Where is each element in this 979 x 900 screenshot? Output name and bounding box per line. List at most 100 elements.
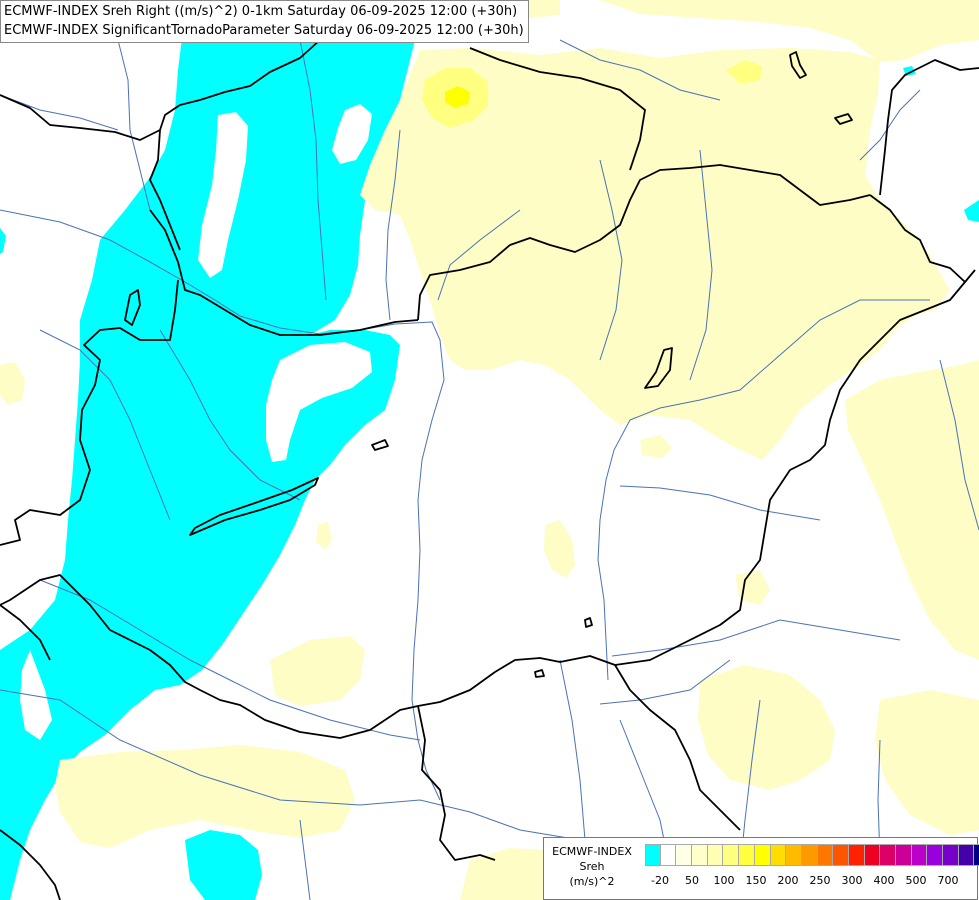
river-hron (385, 129, 401, 321)
yellow-region-north (360, 48, 950, 460)
river-sajo (599, 159, 623, 361)
yellow-region-south (55, 745, 355, 848)
border-enclave (644, 347, 673, 389)
river-oder (559, 39, 721, 101)
white-hole-3 (266, 342, 372, 462)
white-hole-1 (198, 112, 248, 278)
yellow-region-ne-corner (600, 0, 979, 62)
legend-swatch-5 (723, 844, 740, 866)
river-timis (599, 659, 731, 705)
river-hernad (689, 149, 713, 381)
border-lake-balaton (189, 477, 319, 536)
legend-swatch-8 (770, 844, 787, 866)
border-poland-slovakia (469, 47, 646, 171)
legend-tick-label: 500 (905, 874, 927, 887)
yellow-region-east (845, 360, 979, 660)
legend-swatch-18 (927, 844, 944, 866)
yellow-patch-6 (520, 0, 560, 18)
yellow-mid-blob-2 (726, 60, 762, 84)
border-small-1 (584, 617, 593, 628)
legend-swatch-14 (864, 844, 881, 866)
legend-tick-label: 200 (777, 874, 799, 887)
border-czechia-slovakia (149, 129, 181, 251)
river-vltava (0, 94, 119, 131)
border-croatia-serbia (417, 705, 496, 861)
legend-swatch-19 (943, 844, 959, 866)
legend-swatch-12 (833, 844, 849, 866)
yellow-patch-5 (735, 570, 770, 605)
border-croatia-bosnia (0, 829, 61, 900)
color-legend: ECMWF-INDEX Sreh (m/s)^2 -20 50 100 150 200 2… (543, 837, 979, 900)
header-line-2: ECMWF-INDEX SignificantTornadoParameter … (4, 23, 524, 38)
border-island-2 (789, 51, 807, 79)
legend-tick-label: 50 (685, 874, 699, 887)
cyan-patch-west (0, 228, 6, 254)
yellow-patch-1 (544, 520, 575, 578)
yellow-region-mid-south (270, 636, 365, 706)
yellow-region-east-bottom (875, 690, 979, 835)
legend-swatch-6 (739, 844, 755, 866)
white-hole-2 (332, 104, 372, 164)
legend-tick-label: 700 (937, 874, 959, 887)
legend-tick-label: 150 (745, 874, 767, 887)
river-prut (939, 359, 979, 531)
cyan-region-south (185, 830, 262, 900)
yellow-bright-blob (445, 86, 470, 108)
legend-swatch-13 (848, 844, 865, 866)
border-island-3 (834, 113, 853, 125)
yellow-region-southeast (698, 665, 835, 790)
river-koros (619, 485, 821, 521)
river-raba (159, 329, 301, 501)
river-bosna (299, 819, 311, 900)
river-maros (611, 619, 901, 657)
legend-title-line-1: ECMWF-INDEX (552, 845, 632, 858)
legend-title: ECMWF-INDEX Sreh (m/s)^2 (546, 844, 638, 889)
yellow-region-bottom-center (460, 848, 545, 900)
legend-swatch-10 (801, 844, 818, 866)
legend-ticks: -20 50 100 150 200 250 300 400 500 700 (645, 874, 975, 890)
legend-tick-label: 400 (873, 874, 895, 887)
river-vah (299, 39, 327, 301)
header-line-1: ECMWF-INDEX Sreh Right ((m/s)^2) 0-1km S… (4, 4, 518, 19)
legend-tick-label: 250 (809, 874, 831, 887)
legend-swatch-9 (786, 844, 802, 866)
border-serbia-romania (614, 664, 741, 831)
border-island-1 (371, 439, 389, 451)
border-austria-hungary-slovakia (149, 209, 419, 336)
legend-swatch-21 (974, 844, 979, 866)
border-ukraine (869, 59, 979, 283)
legend-swatch-11 (817, 844, 834, 866)
border-slovakia-hungary (417, 164, 871, 321)
legend-swatch-2 (676, 844, 693, 866)
border-lake-neusiedl (124, 289, 141, 326)
white-hole-4 (20, 650, 52, 740)
river-tisza (597, 299, 930, 681)
yellow-patch-4 (316, 522, 332, 550)
river-danube (0, 209, 445, 801)
river-velika-morava (559, 659, 586, 841)
legend-swatch-20 (958, 844, 975, 866)
legend-tick-label: 100 (713, 874, 735, 887)
map-header: ECMWF-INDEX Sreh Right ((m/s)^2) 0-1km S… (0, 0, 529, 43)
legend-tick-label: -20 (651, 874, 669, 887)
cyan-region-main (0, 0, 420, 900)
border-hungary-serbia-croatia (0, 574, 616, 739)
yellow-patch-3 (0, 362, 25, 405)
legend-title-line-3: (m/s)^2 (569, 875, 615, 888)
white-holes-in-cyan (20, 104, 372, 740)
yellow-patch-2 (640, 435, 672, 458)
river-vistula (859, 89, 921, 161)
border-austria-hungary (0, 279, 179, 546)
legend-swatch-7 (754, 844, 771, 866)
legend-tick-label: 300 (841, 874, 863, 887)
legend-swatch-4 (707, 844, 724, 866)
river-ipel (437, 209, 521, 301)
legend-swatch-0 (645, 844, 661, 866)
river-west-tribs (39, 329, 171, 521)
